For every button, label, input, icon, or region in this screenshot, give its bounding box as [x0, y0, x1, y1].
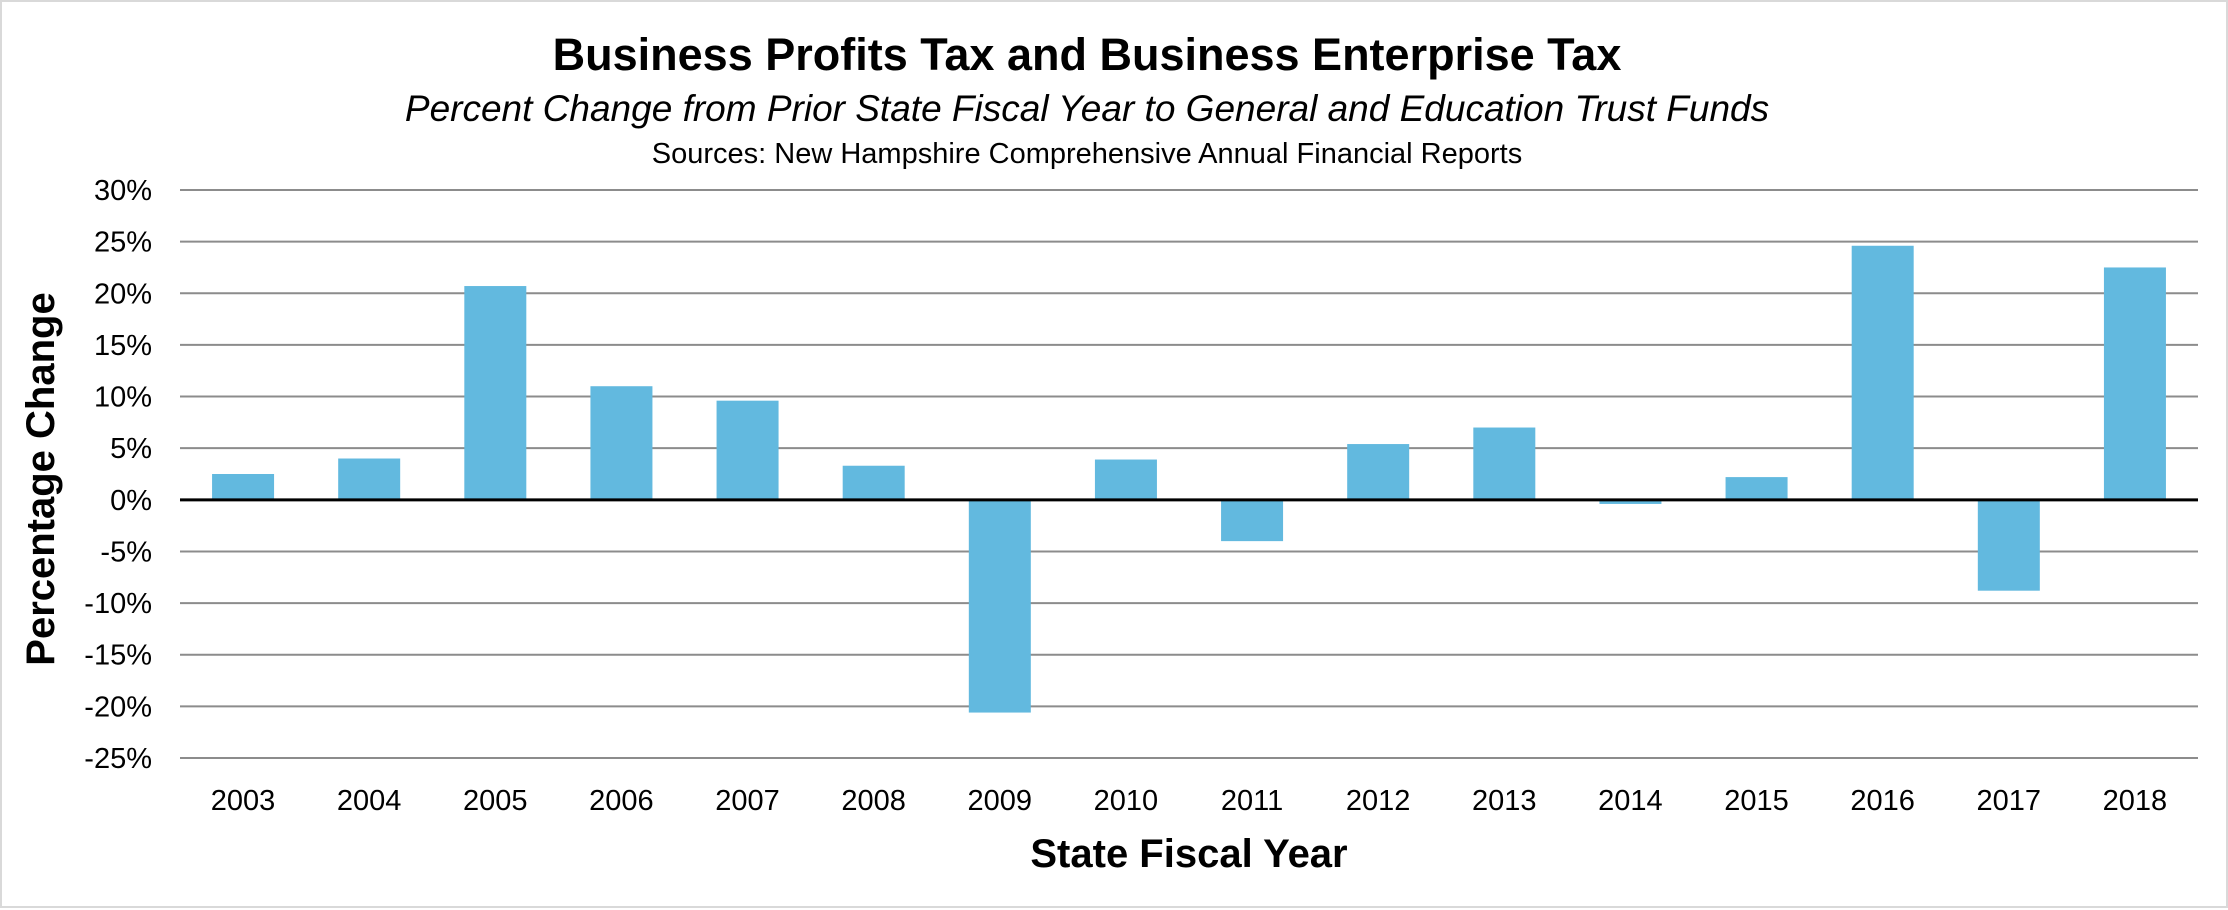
x-tick-label: 2013	[1472, 785, 1537, 817]
y-tick-label: -25%	[84, 743, 152, 775]
bar-2018	[2103, 267, 2166, 500]
bar-2014	[1599, 499, 1662, 504]
bar-2012	[1347, 444, 1410, 500]
y-tick-label: 10%	[94, 382, 152, 414]
bar-2005	[464, 286, 527, 500]
y-tick-label: -5%	[100, 536, 152, 568]
x-tick-label: 2014	[1598, 785, 1663, 817]
bar-2016	[1851, 245, 1914, 500]
bar-2003	[212, 474, 275, 500]
x-tick-label: 2010	[1094, 785, 1159, 817]
y-tick-label: -20%	[84, 691, 152, 723]
x-tick-label: 2017	[1977, 785, 2042, 817]
y-tick-label: 20%	[94, 278, 152, 310]
bar-2007	[716, 400, 779, 500]
x-tick-label: 2011	[1221, 785, 1283, 817]
y-tick-label: 15%	[94, 330, 152, 362]
x-tick-label: 2007	[715, 785, 780, 817]
y-tick-label: 25%	[94, 227, 152, 259]
x-tick-label: 2008	[841, 785, 906, 817]
y-tick-label: -10%	[84, 588, 152, 620]
x-tick-label: 2004	[337, 785, 402, 817]
bars	[212, 245, 2166, 713]
y-axis-label: Percentage Change	[19, 292, 63, 665]
x-tick-label: 2018	[2103, 785, 2168, 817]
bar-2004	[338, 458, 401, 500]
x-tick-label: 2003	[211, 785, 276, 817]
bar-2011	[1221, 499, 1284, 542]
bar-2017	[1977, 499, 2040, 591]
x-tick-label: 2016	[1850, 785, 1915, 817]
y-tick-labels: 30% 25% 20% 15% 10% 5% 0% -5% -10% -15% -20% -25%	[84, 175, 152, 775]
bar-2008	[842, 465, 905, 500]
x-tick-label: 2005	[463, 785, 528, 817]
bar-2013	[1473, 427, 1536, 500]
x-tick-labels: 2003 2004 2005 2006 2007 2008 2009 2010 2011 2012…	[211, 785, 2167, 817]
x-tick-label: 2009	[968, 785, 1033, 817]
chart-source: Sources: New Hampshire Comprehensive Ann…	[652, 138, 1522, 170]
y-tick-label: 0%	[110, 485, 152, 517]
y-tick-label: 30%	[94, 175, 152, 207]
x-tick-label: 2006	[589, 785, 654, 817]
chart-subtitle: Percent Change from Prior State Fiscal Y…	[405, 88, 1769, 129]
bar-2006	[590, 386, 653, 500]
bar-2009	[968, 499, 1031, 713]
bar-2010	[1094, 459, 1157, 500]
x-tick-label: 2015	[1724, 785, 1789, 817]
chart-title: Business Profits Tax and Business Enterp…	[553, 29, 1622, 80]
x-tick-label: 2012	[1346, 785, 1411, 817]
bar-2015	[1725, 477, 1788, 500]
y-tick-label: 5%	[110, 433, 152, 465]
y-tick-label: -15%	[84, 640, 152, 672]
x-axis-label: State Fiscal Year	[1030, 832, 1347, 876]
